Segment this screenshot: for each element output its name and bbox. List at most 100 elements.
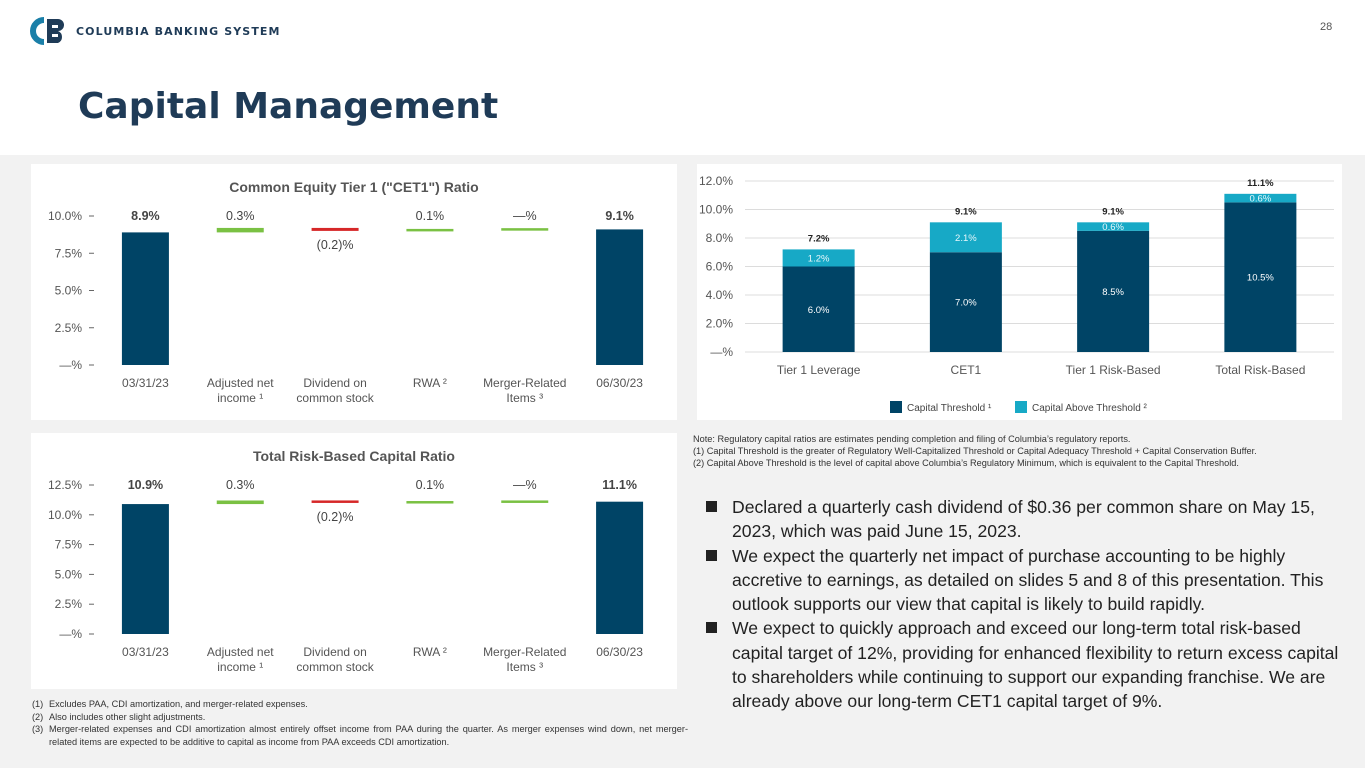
- x-tick-label: Adjusted net: [207, 645, 274, 659]
- footnote-number: (1): [32, 699, 44, 709]
- x-tick-label: Tier 1 Leverage: [777, 363, 861, 377]
- chart-notes: Note: Regulatory capital ratios are esti…: [693, 433, 1353, 469]
- slide-header: COLUMBIA BANKING SYSTEM 28 Capital Manag…: [0, 0, 1365, 155]
- footnote: (2) Also includes other slight adjustment…: [32, 711, 688, 724]
- segment-label: 10.5%: [1247, 273, 1274, 284]
- x-tick-label: RWA ²: [413, 645, 447, 659]
- chart-title: Total Risk-Based Capital Ratio: [253, 448, 455, 464]
- capital-threshold-chart-panel: —% 2.0% 4.0% 6.0% 8.0% 10.0% 12.0% 6.0% 1.2% 7.2%…: [697, 164, 1342, 420]
- bullet-text: Declared a quarterly cash dividend of $0…: [732, 497, 1315, 542]
- stacked-bar-segment: [782, 249, 855, 267]
- footnote-text: Also includes other slight adjustments.: [49, 711, 206, 722]
- waterfall-bar: [501, 500, 549, 503]
- waterfall-bar: [501, 228, 549, 231]
- square-bullet-icon: [706, 501, 717, 512]
- y-tick-label: —%: [59, 358, 82, 372]
- x-tick-label: Items ³: [506, 660, 543, 674]
- data-label: 0.3%: [226, 478, 255, 492]
- bullet-item: We expect the quarterly net impact of pu…: [705, 544, 1345, 617]
- cet1-ratio-chart: Common Equity Tier 1 ("CET1") Ratio —% 2.5…: [48, 179, 644, 405]
- footnote-number: (2): [32, 711, 44, 722]
- legend-label: Capital Threshold ¹: [907, 403, 992, 414]
- data-label: 11.1%: [602, 478, 637, 492]
- segment-label: 8.5%: [1102, 287, 1124, 298]
- stacked-bar-segment: [1077, 222, 1150, 231]
- x-tick-label: income ¹: [217, 391, 263, 405]
- x-tick-label: 06/30/23: [596, 376, 643, 390]
- data-label: 10.9%: [128, 478, 163, 492]
- x-tick-label: Total Risk-Based: [1215, 363, 1305, 377]
- footnote: (1) Excludes PAA, CDI amortization, and m…: [32, 698, 688, 711]
- y-tick-label: 5.0%: [55, 284, 83, 298]
- footnote-text: Merger-related expenses and CDI amortiza…: [49, 724, 688, 747]
- data-label: 0.3%: [226, 209, 255, 223]
- stacked-bar-segment: [1224, 193, 1297, 203]
- y-tick-label: 12.5%: [48, 478, 82, 492]
- data-label: 8.9%: [131, 209, 160, 223]
- y-tick-label: —%: [59, 627, 82, 641]
- bullet-text: We expect to quickly approach and exceed…: [732, 618, 1339, 712]
- data-label: 9.1%: [605, 209, 634, 223]
- x-tick-label: Tier 1 Risk-Based: [1066, 363, 1161, 377]
- waterfall-bar: [596, 229, 644, 365]
- waterfall-bar: [121, 232, 169, 365]
- data-label: (0.2)%: [317, 238, 354, 252]
- y-tick-label: 2.5%: [55, 321, 83, 335]
- segment-label: 7.0%: [955, 298, 977, 309]
- x-tick-label: income ¹: [217, 660, 263, 674]
- segment-label: 6.0%: [808, 305, 830, 316]
- x-tick-label: common stock: [296, 391, 374, 405]
- bullet-text: We expect the quarterly net impact of pu…: [732, 545, 1324, 615]
- data-label: —%: [513, 478, 537, 492]
- y-tick-label: 4.0%: [706, 288, 734, 302]
- y-tick-label: 10.0%: [48, 508, 82, 522]
- y-tick-label: 10.0%: [48, 209, 82, 223]
- x-tick-label: common stock: [296, 660, 374, 674]
- square-bullet-icon: [706, 549, 717, 561]
- bullet-item: Declared a quarterly cash dividend of $0…: [705, 495, 1345, 544]
- x-tick-label: Merger-Related: [483, 645, 566, 659]
- legend-swatch: [1015, 401, 1027, 413]
- footnote-number: (3): [32, 724, 44, 735]
- total-risk-based-ratio-chart: Total Risk-Based Capital Ratio —% 2.5% 5.0%…: [48, 448, 644, 674]
- x-tick-label: CET1: [951, 363, 982, 377]
- x-tick-label: 03/31/23: [122, 645, 169, 659]
- page-title: Capital Management: [78, 86, 499, 127]
- segment-label: 0.6%: [1102, 222, 1124, 233]
- waterfall-bar: [311, 227, 359, 231]
- footnote-text: Excludes PAA, CDI amortization, and merg…: [49, 699, 308, 709]
- total-label: 9.1%: [1102, 206, 1124, 217]
- x-tick-label: 06/30/23: [596, 645, 643, 659]
- capital-threshold-chart: —% 2.0% 4.0% 6.0% 8.0% 10.0% 12.0% 6.0% 1.2% 7.2%…: [699, 174, 1334, 414]
- waterfall-bar: [216, 227, 264, 233]
- x-tick-label: Dividend on: [303, 645, 366, 659]
- stacked-bar-segment: [929, 252, 1002, 352]
- waterfall-bar: [406, 501, 454, 504]
- note-1: (1) Capital Threshold is the greater of …: [693, 446, 1257, 456]
- data-label: 0.1%: [416, 478, 445, 492]
- waterfall-bar: [216, 500, 264, 505]
- y-tick-label: 8.0%: [706, 231, 734, 245]
- legend-label: Capital Above Threshold ²: [1032, 403, 1148, 414]
- stacked-bar-segment: [782, 266, 855, 352]
- total-label: 7.2%: [808, 233, 830, 244]
- x-tick-label: Adjusted net: [207, 376, 274, 390]
- legend-swatch: [890, 401, 902, 413]
- segment-label: 1.2%: [808, 253, 830, 264]
- bullet-item: We expect to quickly approach and exceed…: [705, 616, 1345, 713]
- footnote: (3) Merger-related expenses and CDI amort…: [32, 723, 688, 748]
- note-2: (2) Capital Above Threshold is the level…: [693, 458, 1239, 468]
- y-tick-label: 2.5%: [55, 597, 83, 611]
- segment-label: 0.6%: [1250, 194, 1272, 205]
- x-tick-label: 03/31/23: [122, 376, 169, 390]
- total-label: 11.1%: [1247, 178, 1274, 189]
- square-bullet-icon: [706, 622, 717, 634]
- company-logo: COLUMBIA BANKING SYSTEM: [26, 16, 281, 46]
- y-tick-label: 5.0%: [55, 567, 83, 581]
- note-text: Note: Regulatory capital ratios are esti…: [693, 434, 1131, 444]
- stacked-bar-segment: [1077, 230, 1150, 352]
- waterfall-bar: [596, 501, 644, 634]
- stacked-bar-segment: [1224, 202, 1297, 352]
- y-tick-label: 7.5%: [55, 538, 83, 552]
- waterfall-bar: [121, 504, 169, 634]
